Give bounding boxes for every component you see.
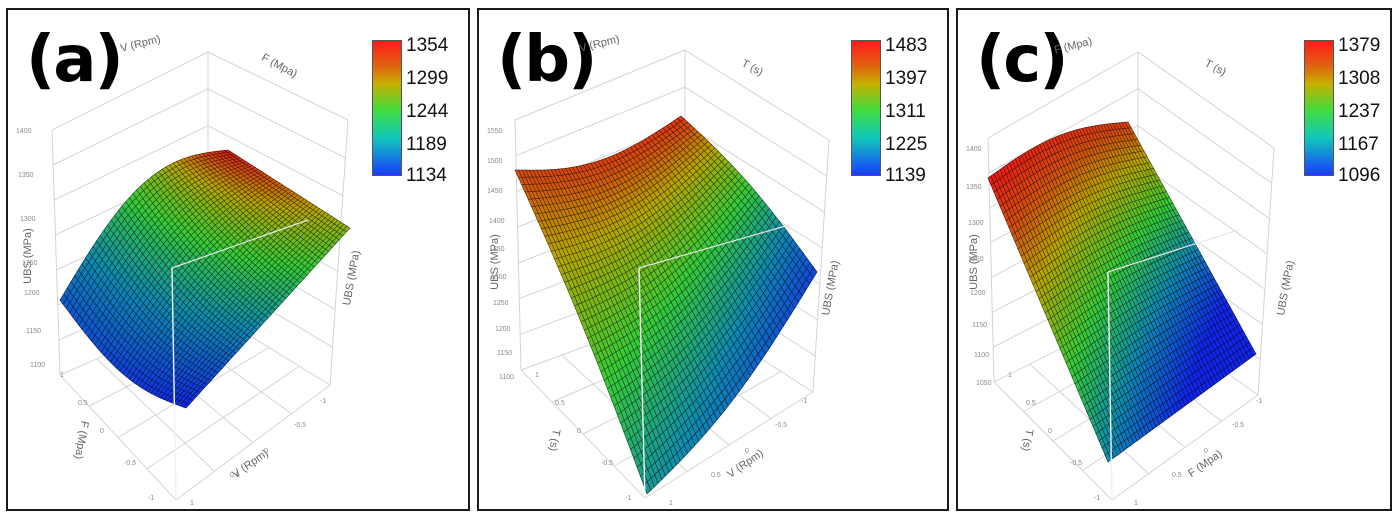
z-tick-c-1: 1350 — [966, 184, 982, 191]
x-tick-c-1: 0.5 — [1172, 472, 1182, 479]
z-tick-c-7: 1050 — [976, 380, 992, 387]
colorbar-tick-b-0: 1483 — [885, 35, 928, 56]
z-tick-b-9: 1100 — [499, 374, 515, 381]
x-tick-a-3: -0.5 — [294, 422, 307, 429]
x-tick-b-0: 1 — [669, 500, 673, 507]
z-tick-a-3: 1250 — [22, 260, 38, 267]
y-tick-a-2: 0 — [100, 428, 104, 435]
y-tick-b-0: -1 — [625, 495, 632, 502]
x-tick-c-4: -1 — [1256, 398, 1263, 405]
surface-plot-c — [987, 51, 1275, 501]
x-tick-a-4: -1 — [320, 398, 327, 405]
colorbar-tick-c-0: 1379 — [1338, 35, 1381, 56]
y-tick-a-1: -0.5 — [124, 460, 137, 467]
chart-panel-a: (a) 1354 1299 1244 1189 1134 V (Rpm) F (… — [6, 8, 470, 511]
z-tick-c-3: 1250 — [968, 256, 984, 263]
colorbar-tick-b-3: 1225 — [885, 134, 928, 155]
panel-label-b: (b) — [497, 23, 597, 97]
z-tick-c-0: 1400 — [966, 146, 982, 153]
z-tick-b-0: 1550 — [487, 128, 503, 135]
chart-panel-b: (b) 1483 1397 1311 1225 1139 V (Rpm) T (… — [477, 8, 949, 511]
z-tick-a-2: 1300 — [20, 216, 36, 223]
x-tick-b-4: -1 — [801, 398, 808, 405]
y-tick-b-3: 0.5 — [555, 400, 565, 407]
colorbar-b — [851, 40, 881, 176]
z-tick-b-1: 1500 — [487, 158, 503, 165]
surface-mesh — [987, 121, 1257, 463]
y-tick-b-4: 1 — [535, 372, 539, 379]
y-tick-b-1: -0.5 — [601, 460, 614, 467]
z-tick-c-6: 1100 — [974, 352, 990, 359]
panel-label-a: (a) — [26, 23, 124, 97]
z-tick-b-8: 1150 — [497, 350, 513, 357]
x-tick-b-3: -0.5 — [775, 422, 788, 429]
z-tick-c-2: 1300 — [968, 220, 984, 227]
x-tick-a-1: 0.5 — [230, 472, 240, 479]
y-tick-c-3: 0.5 — [1026, 400, 1036, 407]
y-tick-a-4: 1 — [60, 372, 64, 379]
colorbar-tick-b-4: 1139 — [885, 165, 926, 186]
z-axis-label-a-left: UBS (MPa) — [21, 228, 34, 284]
y-tick-c-1: -0.5 — [1070, 460, 1083, 467]
x-tick-c-3: -0.5 — [1232, 422, 1245, 429]
z-tick-b-4: 1350 — [489, 246, 505, 253]
x-tick-b-1: 0.5 — [711, 472, 721, 479]
z-tick-b-7: 1200 — [495, 326, 511, 333]
chart-panel-c: (c) 1379 1308 1237 1167 1096 F (Mpa) T (… — [956, 8, 1392, 511]
z-tick-b-6: 1250 — [493, 300, 509, 307]
colorbar-tick-b-2: 1311 — [885, 101, 926, 122]
x-tick-b-2: 0 — [745, 448, 749, 455]
y-tick-b-2: 0 — [577, 428, 581, 435]
z-tick-a-0: 1400 — [16, 128, 32, 135]
surface-plot-a — [51, 51, 351, 501]
panel-label-c: (c) — [976, 23, 1068, 97]
colorbar-c — [1304, 40, 1334, 176]
colorbar-tick-a-2: 1244 — [406, 101, 449, 122]
colorbar-tick-a-0: 1354 — [406, 35, 449, 56]
y-tick-c-2: 0 — [1048, 428, 1052, 435]
colorbar-a — [372, 40, 402, 176]
surface-mesh — [59, 149, 351, 409]
x-tick-a-0: 1 — [190, 500, 194, 507]
z-tick-b-2: 1450 — [487, 188, 503, 195]
x-tick-c-0: 1 — [1134, 500, 1138, 507]
colorbar-tick-c-4: 1096 — [1338, 165, 1381, 186]
y-tick-a-3: 0.5 — [78, 400, 88, 407]
z-tick-a-4: 1200 — [24, 290, 40, 297]
z-tick-a-1: 1350 — [18, 172, 34, 179]
y-tick-a-0: -1 — [148, 495, 155, 502]
x-tick-c-2: 0 — [1204, 448, 1208, 455]
y-tick-c-4: 1 — [1008, 372, 1012, 379]
colorbar-tick-a-4: 1134 — [406, 165, 447, 186]
z-tick-b-5: 1300 — [491, 274, 507, 281]
colorbar-tick-a-1: 1299 — [406, 68, 449, 89]
colorbar-tick-b-1: 1397 — [885, 68, 928, 89]
colorbar-tick-c-3: 1167 — [1338, 134, 1379, 155]
y-tick-c-0: -1 — [1094, 495, 1101, 502]
colorbar-tick-a-3: 1189 — [406, 134, 447, 155]
colorbar-tick-c-1: 1308 — [1338, 68, 1381, 89]
z-tick-a-6: 1100 — [30, 362, 46, 369]
surface-plot-b — [514, 49, 830, 499]
z-tick-c-5: 1150 — [972, 322, 988, 329]
z-tick-a-5: 1150 — [26, 328, 42, 335]
colorbar-tick-c-2: 1237 — [1338, 101, 1381, 122]
z-tick-b-3: 1400 — [489, 218, 505, 225]
z-tick-c-4: 1200 — [970, 290, 986, 297]
z-axis-label-b-left: UBS (MPa) — [488, 234, 501, 290]
x-tick-a-2: 0 — [264, 448, 268, 455]
surface-mesh — [514, 115, 818, 495]
